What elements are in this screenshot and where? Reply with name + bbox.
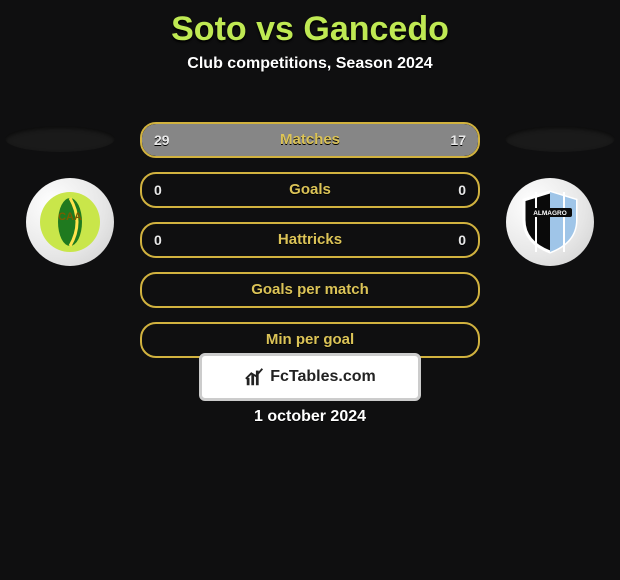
stat-label: Goals per match	[142, 274, 478, 306]
svg-text:CAA: CAA	[58, 211, 82, 223]
stat-label: Min per goal	[142, 324, 478, 356]
chart-icon	[244, 366, 266, 388]
team-badge-left: CAA	[26, 178, 114, 266]
comparison-infographic: Soto vs Gancedo Club competitions, Seaso…	[0, 0, 620, 580]
shield-icon: ALMAGRO	[514, 186, 586, 258]
stat-label: Goals	[142, 174, 478, 206]
stat-rows: 2917Matches 00Goals 00Hattricks Goals per m…	[140, 122, 480, 372]
page-title: Soto vs Gancedo	[0, 0, 620, 49]
shield-icon: CAA	[34, 186, 106, 258]
stat-label: Hattricks	[142, 224, 478, 256]
team-badge-right: ALMAGRO	[506, 178, 594, 266]
page-subtitle: Club competitions, Season 2024	[0, 55, 620, 73]
date-text: 1 october 2024	[0, 408, 620, 426]
watermark-badge: FcTables.com	[199, 353, 421, 401]
stat-label: Matches	[142, 124, 478, 156]
stat-row-goals-per-match: Goals per match	[140, 272, 480, 308]
svg-text:ALMAGRO: ALMAGRO	[533, 210, 567, 217]
shadow-ellipse-right	[505, 126, 615, 152]
stat-row-matches: 2917Matches	[140, 122, 480, 158]
shadow-ellipse-left	[5, 126, 115, 152]
watermark-text: FcTables.com	[270, 368, 376, 386]
stat-row-goals: 00Goals	[140, 172, 480, 208]
stat-row-hattricks: 00Hattricks	[140, 222, 480, 258]
